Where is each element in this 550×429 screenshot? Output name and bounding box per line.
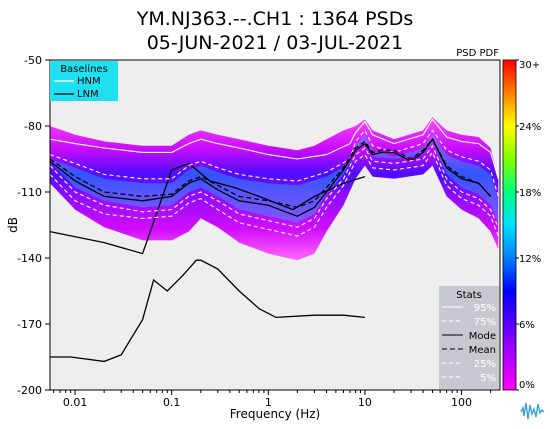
stats-legend: Stats 95% 75% Mode Mean 25% 5% [439,286,499,389]
psd-density-core [50,134,499,223]
x-axis: 0.01 0.1 1 10 100 [53,390,492,409]
colorbar-tick-label: 30+ [519,60,540,71]
colorbar-tick-label: 0% [519,380,535,391]
legend-item-mean: Mean [469,345,496,356]
y-axis-label: dB [6,217,20,233]
x-axis-label: Frequency (Hz) [230,407,321,421]
legend-item-lnm: LNM [77,89,99,100]
series-line-25pct [50,144,499,228]
legend-item-p75: 75% [474,317,496,328]
colorbar-tick-label: 12% [519,254,541,265]
baselines-legend: Baselines HNM LNM [50,61,118,101]
legend-item-p5: 5% [480,373,496,384]
stats-legend-box [439,286,499,389]
legend-item-p25: 25% [474,359,496,370]
colorbar [502,59,517,391]
y-tick-label: -200 [17,384,42,397]
stats-legend-title: Stats [456,290,482,301]
y-axis: -50 -80 -110 -140 -170 -200 [17,54,50,397]
x-tick-label: 0.1 [163,396,181,409]
legend-item-hnm: HNM [77,76,101,87]
y-tick-label: -170 [17,318,42,331]
colorbar-tick-label: 24% [519,122,541,133]
x-tick-label: 0.01 [63,396,88,409]
plot-frame [49,59,501,391]
colorbar-ticks: 0% 6% 12% 18% 24% 30+ [516,59,541,391]
y-tick-label: -110 [17,186,42,199]
series-line-hnm [50,162,366,255]
y-tick-label: -140 [17,252,42,265]
colorbar-tick-label: 18% [519,188,541,199]
x-tick-label: 10 [358,396,372,409]
psd-pdf-label: PSD PDF [456,48,499,59]
series-line-5pct [50,151,499,237]
colorbar-tick-label: 6% [519,320,535,331]
x-tick-label: 1 [265,396,272,409]
series-lines [50,118,499,363]
series-line-75pct [50,129,499,197]
y-tick-label: -80 [24,120,42,133]
legend-item-mode: Mode [469,331,496,342]
x-tick-label: 100 [451,396,472,409]
chart-subtitle: 05-JUN-2021 / 03-JUL-2021 [147,32,404,54]
legend-item-p95: 95% [474,303,496,314]
series-line-lnm [50,259,365,363]
chart-title: YM.NJ363.--.CH1 : 1364 PSDs [136,8,413,30]
baselines-legend-title: Baselines [60,64,108,75]
series-line-95pct [50,118,499,179]
y-tick-label: -50 [24,54,42,67]
waveform-logo-icon [518,397,548,423]
